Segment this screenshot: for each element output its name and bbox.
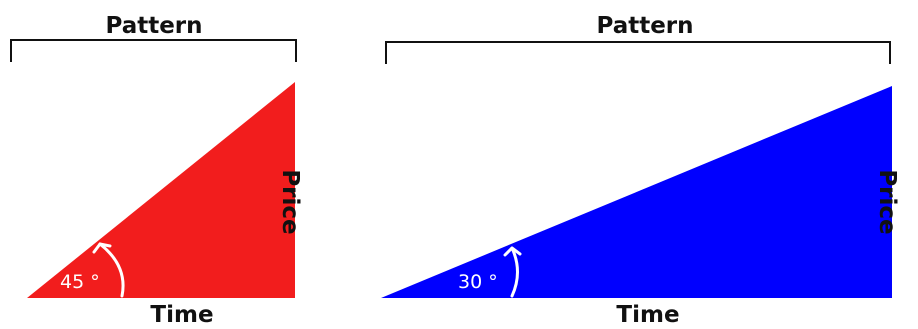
left-diagram: Pattern 45 ° Time Price (10, 13, 303, 328)
right-triangle (381, 86, 892, 298)
left-angle-label: 45 ° (60, 271, 100, 293)
left-triangle (27, 82, 295, 298)
right-pattern-bracket (385, 41, 891, 64)
right-pattern-label: Pattern (596, 13, 693, 39)
right-price-label: Price (874, 169, 900, 234)
left-angle-arc (98, 242, 125, 298)
left-pattern-bracket (10, 39, 297, 62)
left-price-label: Price (277, 169, 303, 234)
right-angle-arrowhead (503, 246, 522, 257)
right-diagram: Pattern 30 ° Time Price (381, 13, 900, 328)
right-angle-label: 30 ° (458, 271, 498, 293)
left-angle-arrowhead (92, 242, 112, 254)
right-angle-arc (510, 246, 519, 298)
left-time-label: Time (150, 302, 213, 328)
right-time-label: Time (616, 302, 679, 328)
left-pattern-label: Pattern (105, 13, 202, 39)
